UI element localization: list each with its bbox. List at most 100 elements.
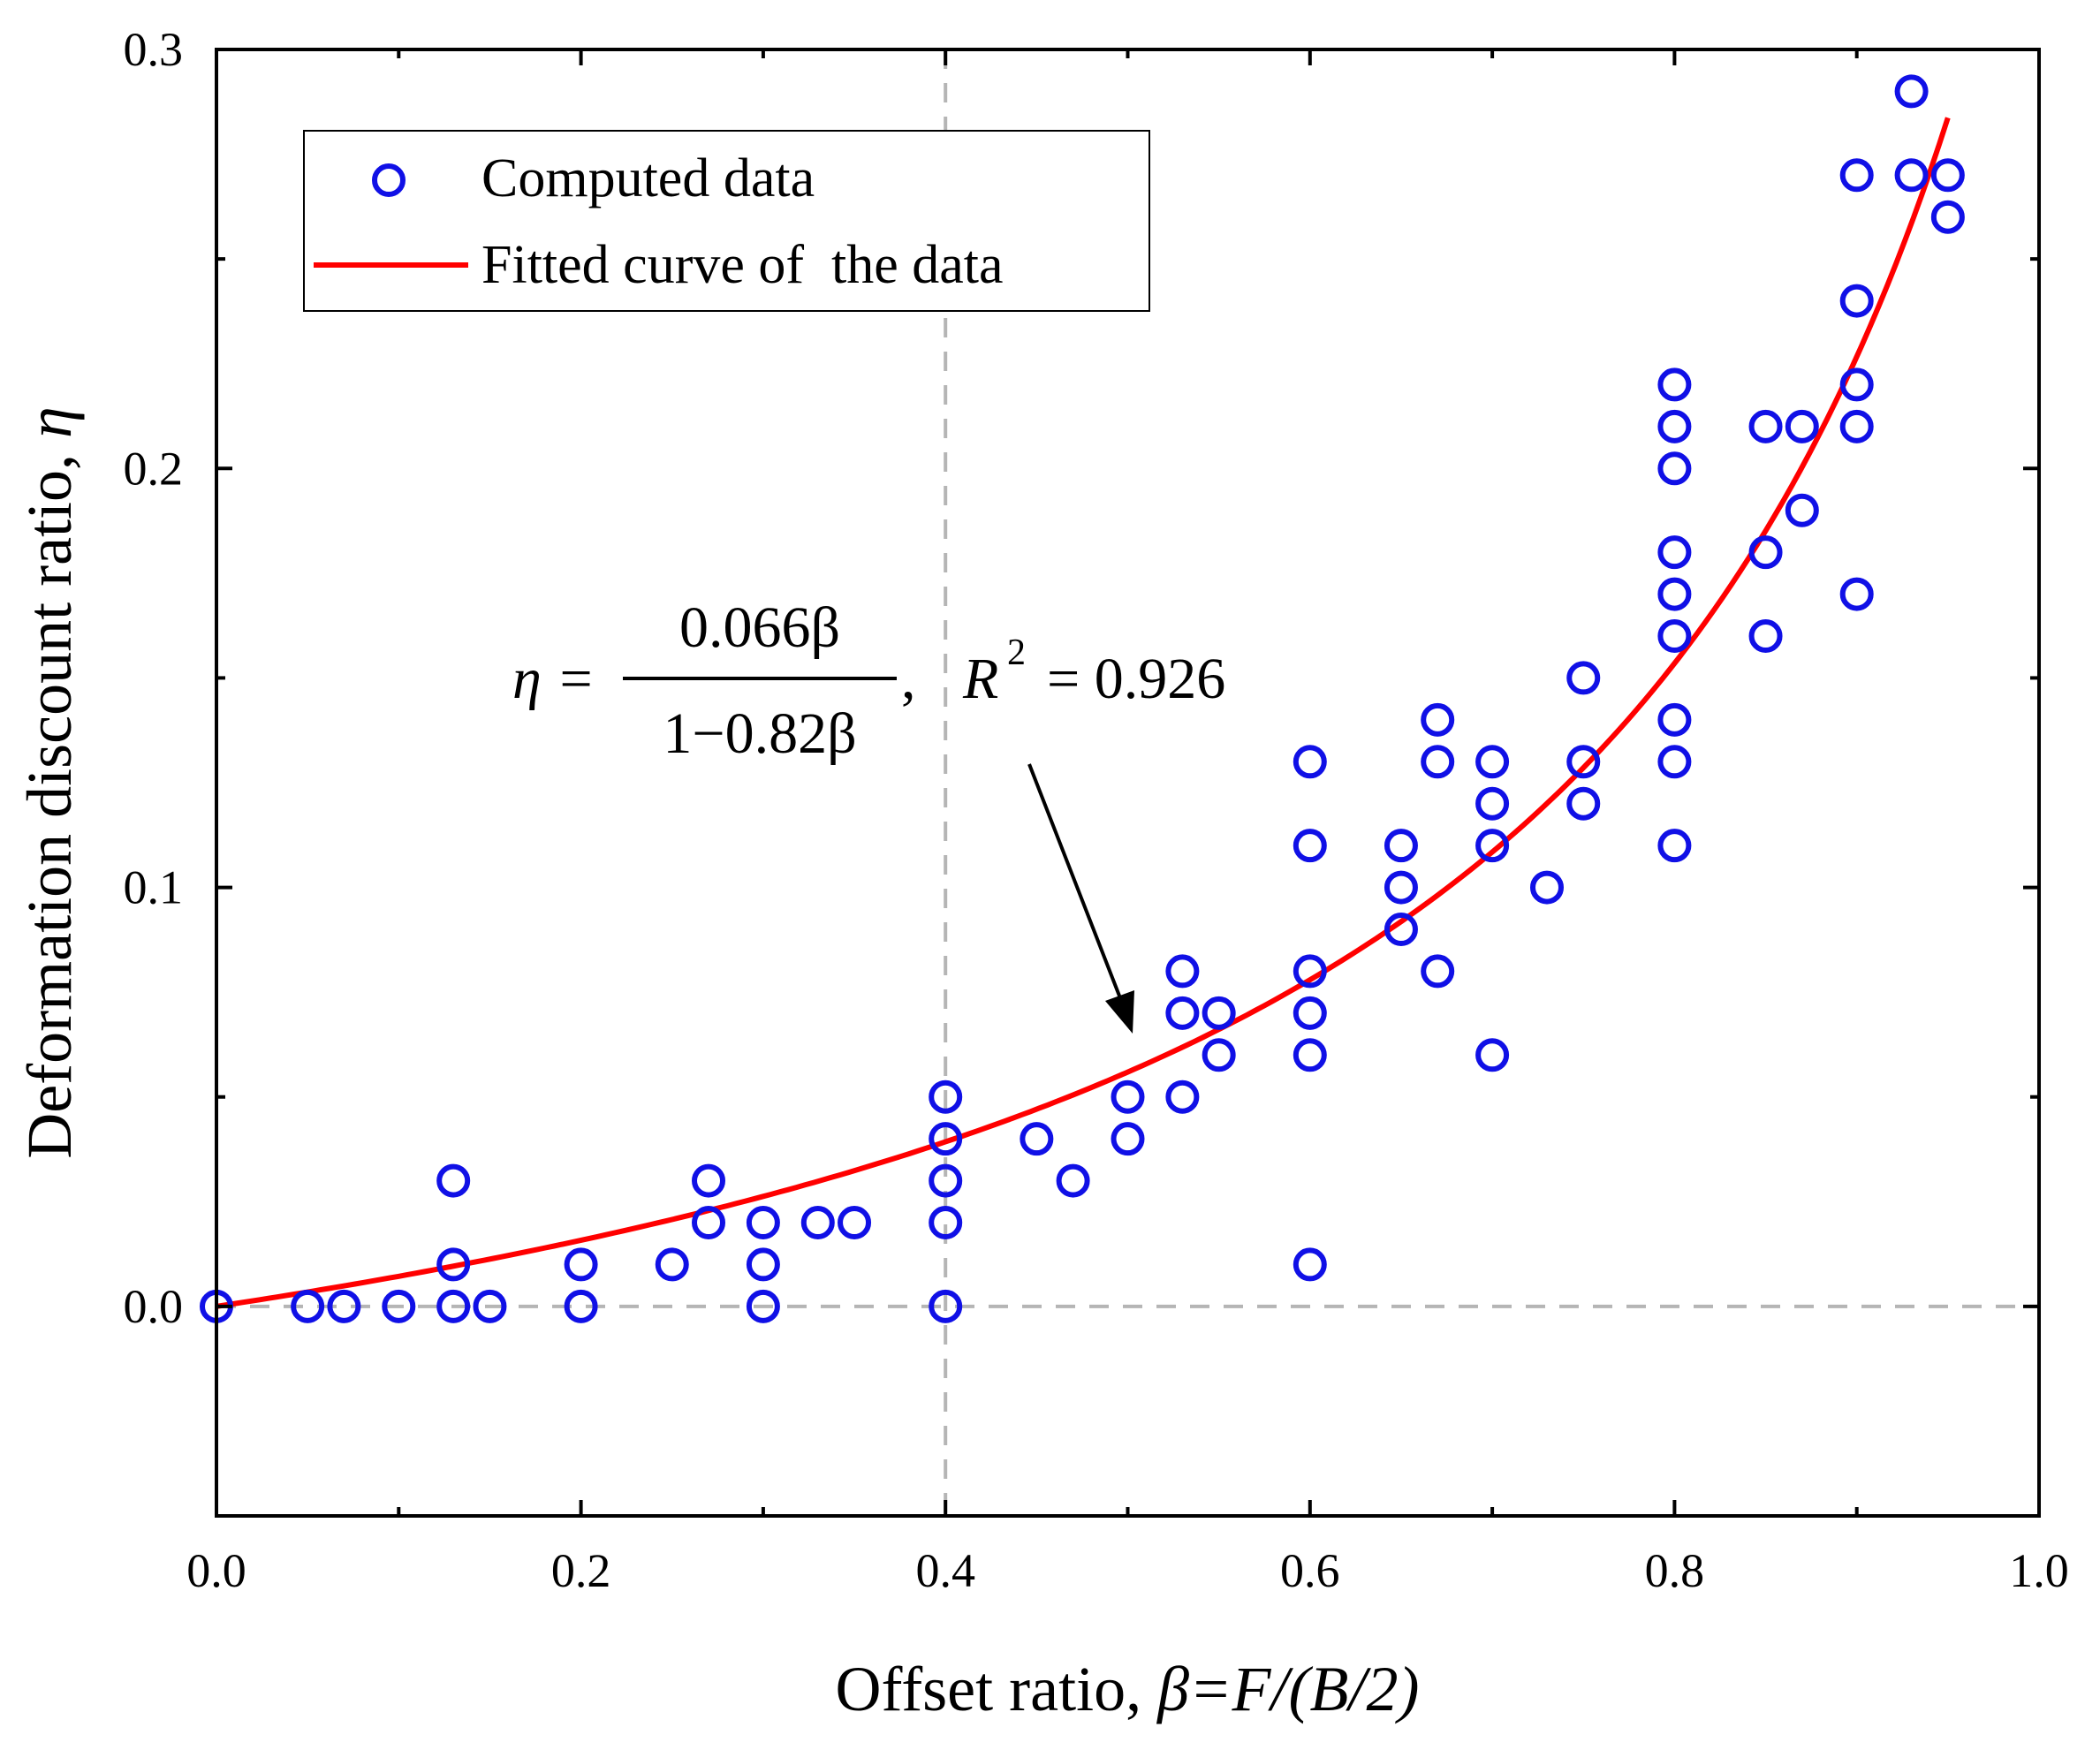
data-point <box>1657 409 1692 443</box>
data-point <box>800 1206 835 1239</box>
y-tick-label: 0.3 <box>124 23 184 76</box>
data-point <box>1421 954 1455 989</box>
data-point <box>1384 913 1418 946</box>
data-point <box>929 1206 963 1239</box>
data-point <box>929 1080 963 1114</box>
y-tick-label: 0.2 <box>124 442 184 495</box>
data-point <box>1202 996 1236 1030</box>
data-point <box>1839 409 1874 443</box>
data-point <box>1421 702 1455 737</box>
data-point <box>1657 577 1692 611</box>
equation-denominator: 1−0.82β <box>663 701 856 766</box>
data-point <box>1056 1163 1090 1198</box>
legend-box <box>303 130 1150 312</box>
data-point <box>1657 745 1692 779</box>
equation-numerator: 0.066β <box>679 595 840 660</box>
data-point <box>692 1163 726 1198</box>
data-point <box>929 1122 963 1156</box>
legend-label-computed-data: Computed data <box>481 148 815 208</box>
data-point <box>1748 619 1783 653</box>
data-point <box>1111 1122 1145 1156</box>
data-point <box>1475 745 1510 779</box>
data-point <box>692 1206 726 1239</box>
data-point <box>1566 786 1601 821</box>
x-tick-label: 0.4 <box>915 1544 975 1597</box>
x-tick-label: 0.8 <box>1645 1544 1705 1597</box>
x-axis-title: Offset ratio, β=F/(B/2) <box>836 1654 1420 1724</box>
data-point <box>1839 284 1874 318</box>
data-point <box>473 1289 507 1323</box>
data-point <box>1020 1122 1054 1156</box>
data-point <box>746 1247 780 1282</box>
data-point <box>1293 996 1327 1030</box>
data-point <box>291 1289 325 1323</box>
annotation-arrow-shaft <box>1027 763 1124 1004</box>
data-point <box>1384 870 1418 905</box>
data-point <box>746 1206 780 1239</box>
legend: Computed data Fitted curve of the data <box>303 130 1150 312</box>
data-point <box>1748 409 1783 443</box>
data-point <box>382 1289 416 1323</box>
data-point <box>1785 409 1819 443</box>
r-squared-exponent: 2 <box>1007 633 1026 673</box>
data-point <box>1930 200 1965 234</box>
data-point <box>1293 954 1327 989</box>
data-point <box>1384 829 1418 863</box>
r-squared-label: R <box>962 647 998 711</box>
fit-equation-annotation: η = 0.066β 1−0.82β , R 2 = 0.926 <box>512 595 1225 1034</box>
data-point <box>1293 1038 1327 1072</box>
data-point <box>1111 1080 1145 1114</box>
legend-marker-computed-data <box>372 163 406 197</box>
data-point <box>929 1163 963 1198</box>
r-squared-value: = 0.926 <box>1047 647 1225 711</box>
data-point <box>1894 74 1929 109</box>
data-point <box>1475 1038 1510 1072</box>
data-point <box>1165 996 1200 1030</box>
x-tick-label: 1.0 <box>2009 1544 2069 1597</box>
data-point <box>1657 451 1692 486</box>
x-tick-label: 0.2 <box>551 1544 611 1597</box>
data-point <box>1748 535 1783 570</box>
data-point <box>1475 829 1510 863</box>
data-point <box>1421 745 1455 779</box>
data-point <box>1293 745 1327 779</box>
data-point <box>1930 158 1965 193</box>
data-point <box>655 1247 689 1282</box>
data-point <box>1657 829 1692 863</box>
data-point <box>1657 367 1692 402</box>
data-point <box>1165 1080 1200 1114</box>
data-point <box>327 1289 361 1323</box>
data-point <box>1657 702 1692 737</box>
x-tick-label: 0.6 <box>1280 1544 1340 1597</box>
data-point <box>1894 158 1929 193</box>
data-point <box>1839 577 1874 611</box>
data-point <box>1293 829 1327 863</box>
data-point <box>1475 786 1510 821</box>
data-point <box>1566 745 1601 779</box>
y-tick-label: 0.1 <box>124 861 184 914</box>
data-point <box>564 1289 598 1323</box>
data-point <box>1202 1038 1236 1072</box>
data-point <box>564 1247 598 1282</box>
data-point <box>746 1289 780 1323</box>
data-point <box>1839 367 1874 402</box>
data-point <box>1293 1247 1327 1282</box>
fitted-curve <box>216 117 1951 1309</box>
data-point <box>838 1206 872 1239</box>
data-point <box>1839 158 1874 193</box>
data-point <box>1657 619 1692 653</box>
data-point <box>1165 954 1200 989</box>
y-tick-label: 0.0 <box>124 1280 184 1333</box>
data-point <box>1785 493 1819 527</box>
equation-lhs: η = <box>512 647 595 711</box>
data-point <box>1657 535 1692 570</box>
data-point <box>929 1289 963 1323</box>
data-point <box>436 1289 471 1323</box>
equation-comma: , <box>901 647 916 711</box>
data-point <box>1529 870 1564 905</box>
x-tick-label: 0.0 <box>186 1544 246 1597</box>
annotation-arrowhead <box>1105 990 1134 1034</box>
data-point <box>436 1163 471 1198</box>
data-point <box>436 1247 471 1282</box>
